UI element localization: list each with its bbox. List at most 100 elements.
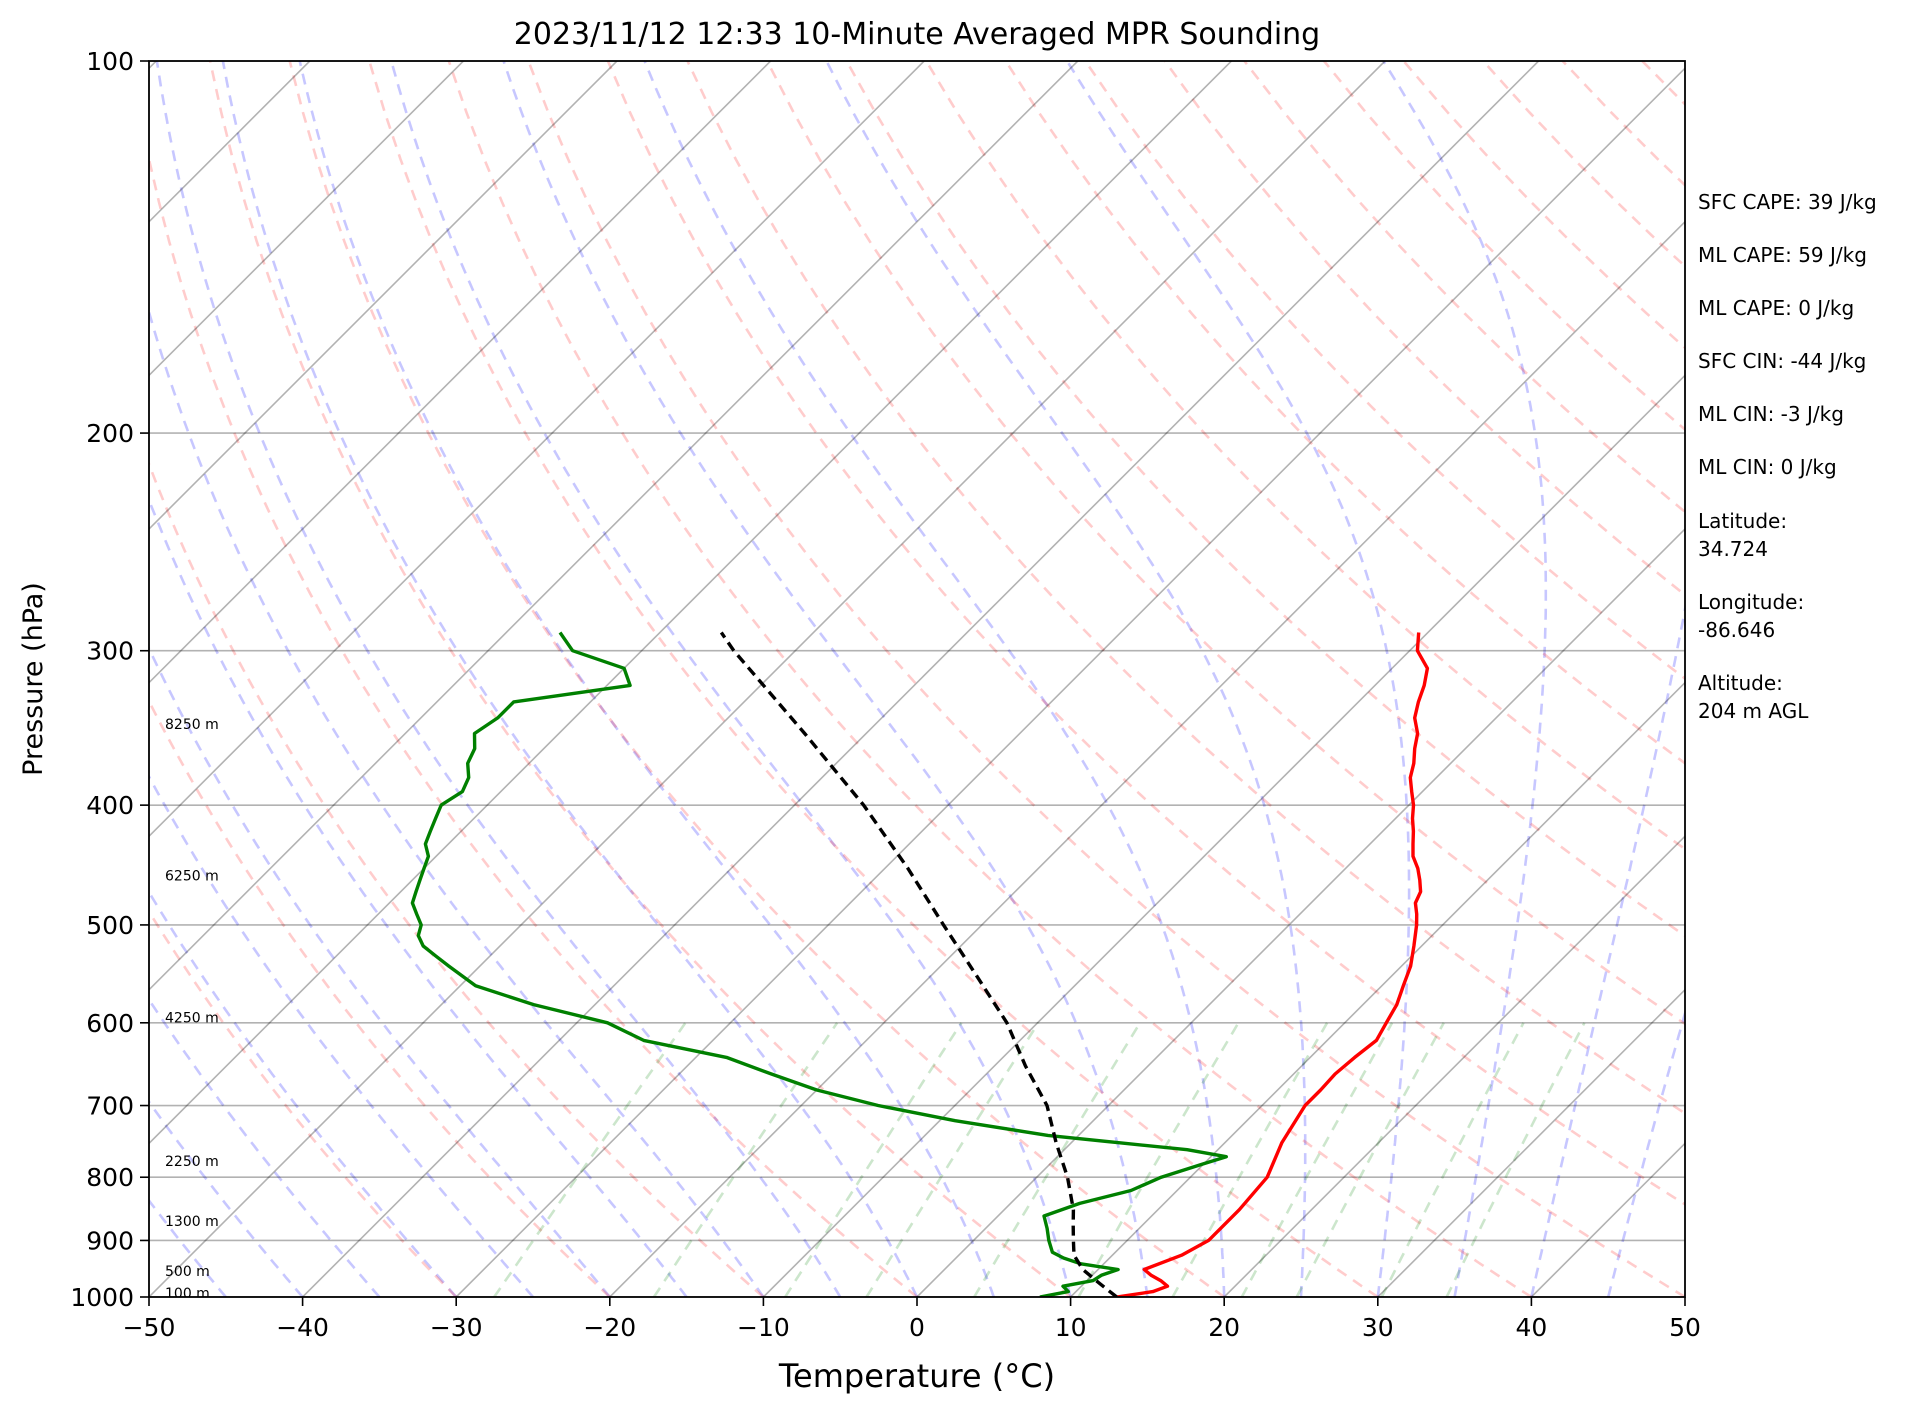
- isotherm-line: [1223, 835, 1685, 1297]
- mixing-ratio-line: [973, 1022, 1142, 1297]
- moist-adiabat-line: [149, 773, 534, 1297]
- height-label: 4250 m: [165, 1010, 219, 1026]
- y-tick-label: 600: [86, 1009, 134, 1038]
- moist-adiabats: [149, 61, 1685, 1297]
- y-axis-ticks: 1000 900 800 700 600 500 400 300 200 100: [70, 47, 149, 1312]
- x-tick-label: −20: [583, 1313, 636, 1342]
- x-tick-label: −40: [276, 1313, 329, 1342]
- x-tick-label: 0: [909, 1313, 925, 1342]
- sounding-info-panel: SFC CAPE: 39 J/kg ML CAPE: 59 J/kg ML CAPE…: [1698, 190, 1877, 723]
- moist-adiabat-line: [390, 61, 1072, 1297]
- isotherm-line: [1377, 988, 1685, 1297]
- moist-adiabat-line: [1382, 61, 1548, 1297]
- isotherm-line: [1070, 681, 1685, 1297]
- info-line: -86.646: [1698, 618, 1775, 642]
- dry-adiabat-line: [765, 61, 1685, 1026]
- mixing-ratio-line: [1240, 1022, 1394, 1297]
- y-tick-label: 500: [86, 911, 134, 940]
- height-label: 6250 m: [165, 868, 219, 884]
- x-tick-label: 20: [1208, 1313, 1240, 1342]
- height-label: 8250 m: [165, 717, 219, 733]
- dry-adiabat-line: [208, 61, 1072, 1297]
- chart-title: 2023/11/12 12:33 10-Minute Averaged MPR …: [514, 17, 1320, 52]
- isotherm-line: [916, 527, 1685, 1297]
- y-tick-label: 1000: [70, 1283, 134, 1312]
- info-line: ML CIN: 0 J/kg: [1698, 455, 1837, 479]
- y-tick-label: 700: [86, 1092, 134, 1121]
- dry-adiabat-line: [288, 61, 1225, 1297]
- x-tick-label: 30: [1362, 1313, 1394, 1342]
- mixing-ratio-line: [1445, 1022, 1586, 1297]
- x-tick-label: −10: [737, 1313, 790, 1342]
- mixing-ratio-line: [784, 1022, 963, 1297]
- dry-adiabat-line: [1163, 61, 1685, 597]
- y-tick-label: 300: [86, 637, 134, 666]
- info-line: 204 m AGL: [1698, 699, 1809, 723]
- y-axis-label: Pressure (hPa): [18, 582, 49, 776]
- x-axis-label: Temperature (°C): [778, 1357, 1055, 1395]
- moist-adiabat-line: [221, 61, 919, 1297]
- isotherm-line: [762, 374, 1685, 1297]
- mixing-ratio-line: [1295, 1022, 1445, 1297]
- mixing-ratio-lines: [493, 1022, 1586, 1297]
- x-tick-label: 40: [1515, 1313, 1547, 1342]
- info-line: SFC CIN: -44 J/kg: [1698, 349, 1866, 373]
- parcel-profile: [719, 631, 1118, 1297]
- x-tick-label: −50: [123, 1313, 176, 1342]
- isotherm-line: [149, 61, 1386, 1297]
- info-line: ML CAPE: 0 J/kg: [1698, 296, 1854, 320]
- height-label: 1300 m: [165, 1214, 219, 1230]
- mixing-ratio-line: [652, 1022, 839, 1297]
- x-axis-ticks: −50 −40 −30 −20 −10 0 10 20 30 40 50: [123, 1297, 1701, 1342]
- y-tick-label: 800: [86, 1163, 134, 1192]
- dry-adiabat-line: [686, 61, 1685, 1115]
- temperature-profile: [1116, 632, 1430, 1297]
- dry-adiabat-line: [368, 61, 1379, 1297]
- isotherm-line: [149, 61, 1232, 1145]
- moist-adiabat-line: [1065, 61, 1411, 1297]
- moist-adiabat-line: [643, 61, 1226, 1297]
- x-tick-label: 10: [1055, 1313, 1087, 1342]
- y-tick-label: 900: [86, 1226, 134, 1255]
- mixing-ratio-line: [1380, 1022, 1525, 1297]
- isobar-grid: [149, 61, 1685, 1297]
- moist-adiabat-line: [149, 997, 381, 1297]
- y-tick-label: 200: [86, 419, 134, 448]
- dry-adiabat-line: [447, 61, 1533, 1297]
- isotherm-line: [302, 61, 1540, 1297]
- height-label: 500 m: [165, 1264, 210, 1280]
- dry-adiabat-line: [527, 61, 1685, 1297]
- dry-adiabats: [149, 61, 1685, 1297]
- info-line: 34.724: [1698, 537, 1768, 561]
- mixing-ratio-line: [1077, 1022, 1240, 1297]
- isotherm-line: [149, 61, 1079, 991]
- y-tick-label: 100: [86, 47, 134, 76]
- info-line: SFC CAPE: 39 J/kg: [1698, 190, 1877, 214]
- y-tick-label: 400: [86, 791, 134, 820]
- height-labels: 100 m 500 m 1300 m 2250 m 4250 m 6250 m 8250 m: [165, 717, 219, 1302]
- moist-adiabat-line: [149, 889, 458, 1297]
- info-line: Longitude:: [1698, 590, 1804, 614]
- plot-area: 100 m 500 m 1300 m 2250 m 4250 m 6250 m 8250 m: [149, 61, 1685, 1302]
- mixing-ratio-line: [865, 1022, 1040, 1297]
- profiles: [410, 631, 1430, 1297]
- dry-adiabat-line: [149, 909, 458, 1297]
- isotherm-line: [149, 61, 772, 684]
- x-tick-label: 50: [1669, 1313, 1701, 1342]
- moist-adiabat-line: [298, 61, 996, 1297]
- info-line: Altitude:: [1698, 671, 1783, 695]
- isotherm-line: [455, 67, 1685, 1297]
- dry-adiabat-line: [606, 61, 1685, 1206]
- dry-adiabat-line: [149, 698, 611, 1297]
- dewpoint-profile: [410, 631, 1228, 1297]
- dry-adiabat-line: [845, 61, 1685, 938]
- height-label: 100 m: [165, 1286, 210, 1302]
- info-line: Latitude:: [1698, 509, 1787, 533]
- isotherm-line: [149, 61, 925, 838]
- moist-adiabat-line: [1530, 602, 1685, 1297]
- dry-adiabat-line: [925, 61, 1685, 851]
- x-tick-label: −30: [430, 1313, 483, 1342]
- info-line: ML CAPE: 59 J/kg: [1698, 243, 1867, 267]
